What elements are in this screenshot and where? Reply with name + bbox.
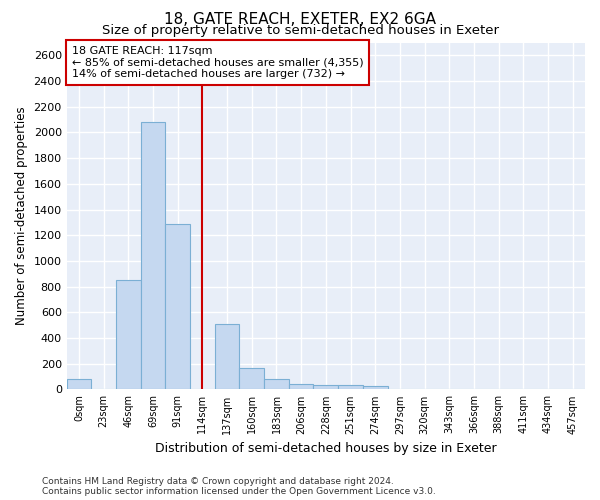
Bar	[313, 385, 338, 390]
Bar	[239, 368, 264, 390]
Bar	[116, 280, 141, 390]
Bar	[338, 385, 363, 390]
Text: 18 GATE REACH: 117sqm
← 85% of semi-detached houses are smaller (4,355)
14% of s: 18 GATE REACH: 117sqm ← 85% of semi-deta…	[72, 46, 364, 79]
Bar	[363, 386, 388, 390]
Bar	[289, 384, 313, 390]
Y-axis label: Number of semi-detached properties: Number of semi-detached properties	[15, 106, 28, 326]
X-axis label: Distribution of semi-detached houses by size in Exeter: Distribution of semi-detached houses by …	[155, 442, 497, 455]
Text: Size of property relative to semi-detached houses in Exeter: Size of property relative to semi-detach…	[101, 24, 499, 37]
Bar	[141, 122, 166, 390]
Text: 18, GATE REACH, EXETER, EX2 6GA: 18, GATE REACH, EXETER, EX2 6GA	[164, 12, 436, 28]
Text: Contains HM Land Registry data © Crown copyright and database right 2024.
Contai: Contains HM Land Registry data © Crown c…	[42, 476, 436, 496]
Bar	[67, 379, 91, 390]
Bar	[166, 224, 190, 390]
Bar	[215, 324, 239, 390]
Bar	[264, 379, 289, 390]
